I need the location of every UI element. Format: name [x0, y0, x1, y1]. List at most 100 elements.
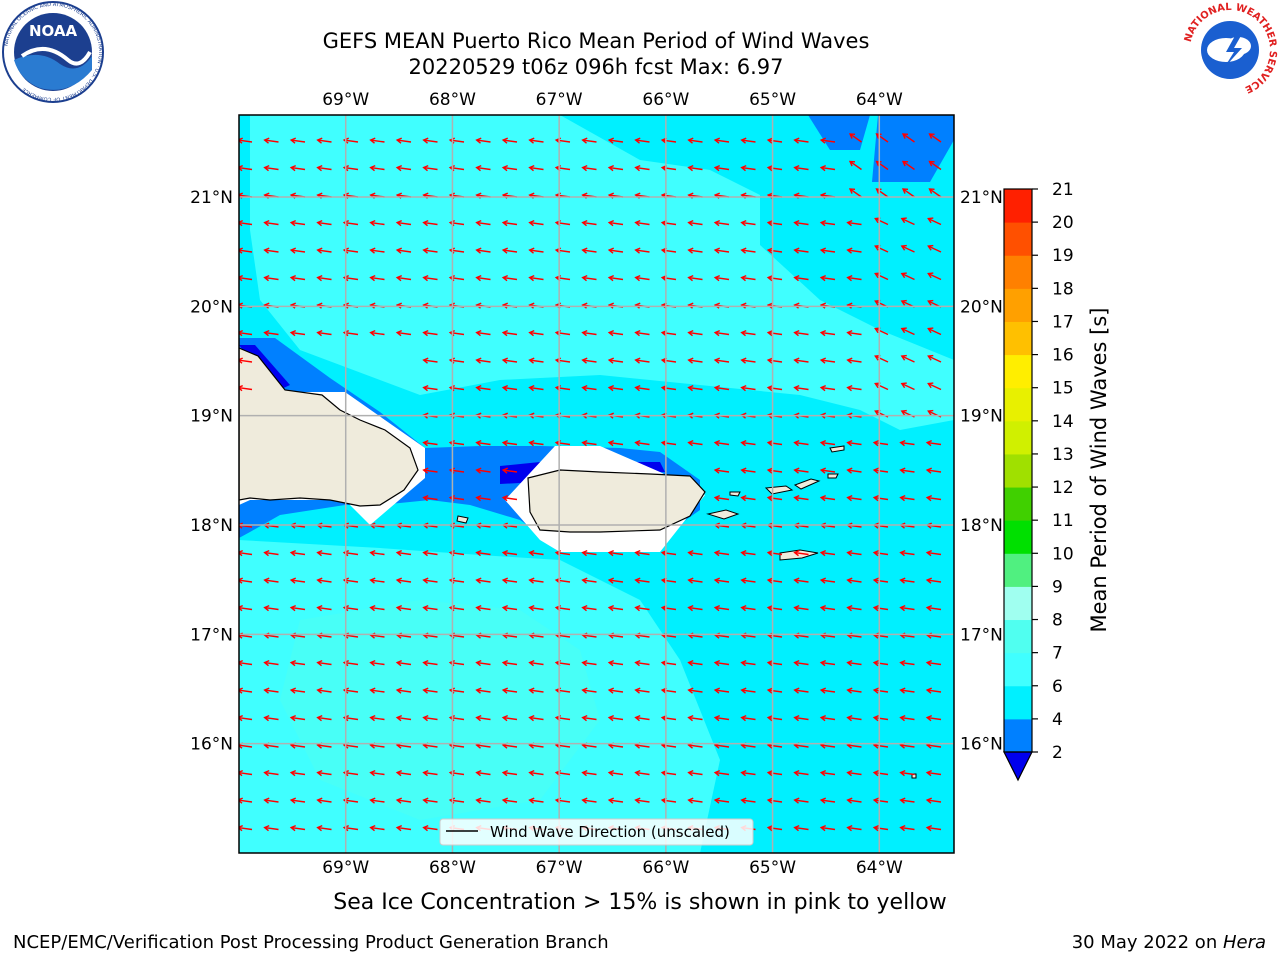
- wave-direction-arrow: [634, 549, 650, 557]
- colorbar-segment: [1004, 652, 1032, 687]
- lon-tick-label-top: 68°W: [429, 90, 476, 110]
- land-puerto-rico: [527, 469, 706, 533]
- wave-direction-arrow: [713, 494, 730, 502]
- wave-direction-arrow: [395, 274, 412, 282]
- wave-direction-arrow: [687, 797, 703, 804]
- nws-logo-icon: NATIONAL WEATHER SERVICE: [1183, 2, 1278, 96]
- wave-direction-arrow: [846, 494, 862, 502]
- wave-direction-arrow: [634, 687, 650, 694]
- lon-tick-label-bottom: 68°W: [429, 858, 476, 878]
- wave-direction-arrow: [925, 769, 942, 777]
- wave-direction-arrow: [581, 577, 597, 584]
- wave-direction-arrow: [713, 274, 730, 282]
- colorbar-tick-label: 17: [1052, 312, 1074, 332]
- wave-direction-arrow: [793, 137, 809, 144]
- wave-direction-arrow: [819, 714, 836, 722]
- caption: Sea Ice Concentration > 15% is shown in …: [333, 890, 947, 915]
- wave-direction-arrow: [422, 824, 438, 832]
- wave-direction-arrow: [846, 247, 862, 254]
- wave-direction-arrow: [766, 769, 783, 777]
- colorbar-tick-label: 4: [1052, 710, 1063, 730]
- wave-direction-arrow: [687, 384, 703, 392]
- wave-direction-arrow: [846, 769, 862, 777]
- wave-direction-arrow: [528, 137, 544, 144]
- wave-direction-arrow: [927, 217, 942, 226]
- wave-direction-arrow: [819, 219, 836, 227]
- wave-direction-arrow: [819, 137, 836, 144]
- wave-direction-arrow: [239, 824, 253, 832]
- lon-tick-label-top: 65°W: [749, 90, 796, 110]
- wave-direction-arrow: [263, 329, 279, 337]
- wave-direction-arrow: [740, 687, 756, 694]
- colorbar-segment: [1004, 718, 1032, 753]
- wave-direction-arrow: [422, 357, 438, 364]
- wave-direction-arrow: [395, 687, 412, 694]
- wave-direction-arrow: [766, 357, 783, 364]
- wave-direction-arrow: [501, 687, 518, 694]
- wave-direction-arrow: [899, 577, 915, 584]
- land-culebra: [729, 491, 741, 497]
- wave-direction-arrow: [316, 714, 332, 722]
- wave-direction-arrow: [239, 687, 253, 694]
- wave-direction-arrow: [925, 797, 942, 804]
- wave-direction-arrow: [899, 769, 915, 777]
- wave-direction-arrow: [239, 577, 253, 584]
- wave-direction-arrow: [793, 824, 809, 832]
- wave-direction-arrow: [925, 824, 942, 832]
- wave-direction-arrow: [607, 247, 624, 254]
- wave-direction-arrow: [766, 494, 783, 502]
- land-mona-island: [456, 515, 469, 524]
- wave-direction-arrow: [395, 164, 412, 172]
- wave-direction-arrow: [501, 797, 518, 804]
- wave-direction-arrow: [475, 797, 491, 804]
- lat-tick-label-right: 19°N: [960, 407, 1003, 427]
- wave-direction-arrow: [793, 549, 809, 557]
- legend-label: Wind Wave Direction (unscaled): [490, 823, 730, 841]
- wave-direction-arrow: [289, 577, 306, 584]
- colorbar-segment: [1004, 520, 1032, 554]
- wave-direction-arrow: [793, 687, 809, 694]
- wave-direction-arrow: [766, 549, 783, 557]
- wave-direction-arrow: [607, 769, 624, 777]
- wave-direction-arrow: [687, 357, 703, 364]
- wave-direction-arrow: [501, 467, 518, 474]
- wave-direction-arrow: [766, 797, 783, 804]
- wave-direction-arrow: [422, 714, 438, 722]
- wave-period-field: [239, 115, 954, 853]
- wave-direction-arrow: [793, 247, 809, 254]
- wave-direction-arrow: [239, 137, 253, 144]
- wave-direction-arrow: [475, 164, 491, 172]
- land-hispaniola: [239, 347, 419, 507]
- wave-direction-arrow: [263, 824, 279, 832]
- wave-direction-arrow: [793, 714, 809, 722]
- wave-direction-arrow: [740, 769, 756, 777]
- wave-direction-arrow: [793, 467, 809, 474]
- wave-direction-arrow: [793, 439, 809, 447]
- wave-direction-arrow: [848, 188, 862, 198]
- wave-direction-arrow: [475, 247, 491, 254]
- wave-direction-arrow: [289, 549, 306, 557]
- wave-direction-arrow: [819, 384, 836, 392]
- wave-direction-arrow: [634, 714, 650, 722]
- wave-direction-arrow: [475, 769, 491, 777]
- wave-direction-arrow: [713, 549, 730, 557]
- wave-direction-arrow: [239, 274, 253, 282]
- wave-direction-arrow: [395, 219, 412, 227]
- wave-direction-arrow: [901, 160, 915, 171]
- wave-direction-arrow: [289, 247, 306, 254]
- wave-direction-arrow: [927, 272, 942, 281]
- colorbar-tick-label: 20: [1052, 213, 1074, 233]
- wave-direction-arrow: [528, 797, 544, 804]
- wave-direction-arrow: [899, 467, 915, 474]
- wave-direction-arrow: [925, 604, 942, 612]
- wave-direction-arrow: [289, 797, 306, 804]
- wave-direction-arrow: [395, 714, 412, 722]
- colorbar-frame: [1003, 188, 1033, 753]
- wave-direction-arrow: [901, 188, 915, 198]
- wave-direction-arrow: [740, 439, 756, 447]
- wave-direction-arrow: [501, 164, 518, 172]
- wave-direction-arrow: [846, 274, 862, 282]
- wave-direction-arrow: [846, 467, 862, 474]
- wave-direction-arrow: [316, 219, 332, 227]
- wave-direction-arrow: [634, 329, 650, 337]
